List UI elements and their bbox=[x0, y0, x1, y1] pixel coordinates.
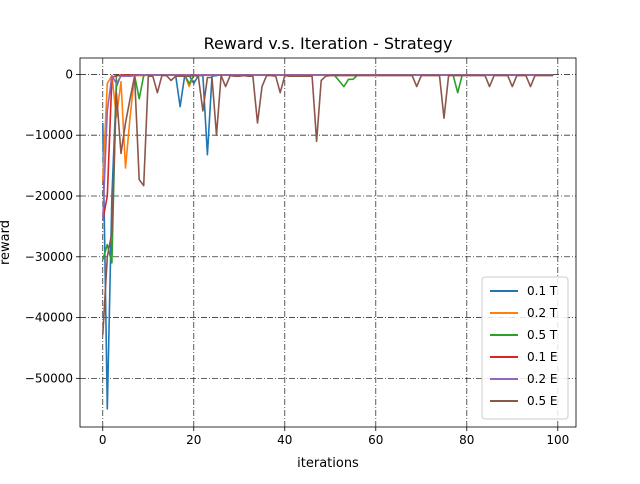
y-tick-label: 0 bbox=[65, 67, 73, 81]
legend-label: 0.1 T bbox=[527, 284, 558, 298]
x-tick-label: 60 bbox=[368, 433, 383, 447]
legend-label: 0.2 T bbox=[527, 306, 558, 320]
plot-frame bbox=[79, 57, 577, 428]
legend: 0.1 T 0.2 T 0.5 T 0.1 E 0.2 E 0.5 E bbox=[481, 276, 569, 420]
series-line-0-5-e bbox=[102, 74, 554, 335]
y-tick-label: −20000 bbox=[25, 189, 73, 203]
y-tick-label: −10000 bbox=[25, 128, 73, 142]
x-tick-label: 0 bbox=[99, 433, 107, 447]
y-tick-label: −50000 bbox=[25, 371, 73, 385]
chart-title: Reward v.s. Iteration - Strategy bbox=[204, 34, 453, 53]
legend-label: 0.5 T bbox=[527, 328, 558, 342]
series-lines bbox=[102, 74, 554, 410]
legend-label: 0.2 E bbox=[527, 372, 557, 386]
y-tick-label: −30000 bbox=[25, 250, 73, 264]
x-tick-label: 80 bbox=[459, 433, 474, 447]
x-tick-label: 40 bbox=[277, 433, 292, 447]
x-tick-label: 100 bbox=[546, 433, 569, 447]
legend-label: 0.5 E bbox=[527, 394, 557, 408]
y-axis-label: reward bbox=[0, 220, 13, 265]
axis-ticks: 0 20 40 60 80 100 0 −10000 −20000 −30000 −40000 −50… bbox=[25, 67, 569, 447]
x-tick-label: 20 bbox=[186, 433, 201, 447]
y-tick-label: −40000 bbox=[25, 311, 73, 325]
x-axis-label: iterations bbox=[297, 456, 359, 471]
legend-label: 0.1 E bbox=[527, 350, 557, 364]
